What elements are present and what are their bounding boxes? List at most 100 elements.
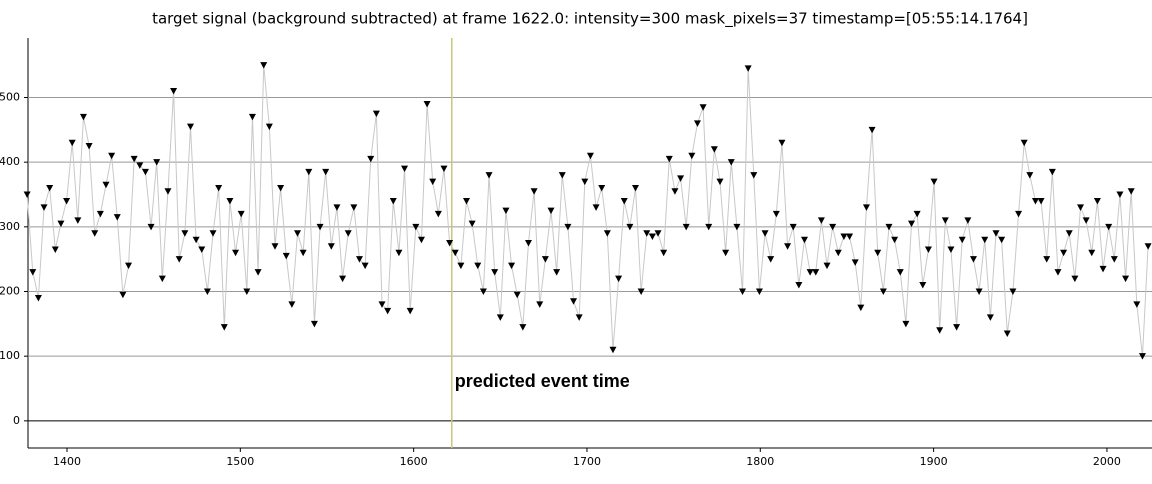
y-tick-label: 200 — [0, 285, 20, 298]
marker — [479, 288, 487, 296]
marker — [170, 88, 178, 95]
marker — [508, 262, 516, 270]
marker — [1048, 168, 1056, 176]
marker — [930, 178, 938, 186]
marker — [654, 230, 662, 237]
marker — [631, 185, 639, 192]
marker — [125, 262, 133, 270]
marker — [1009, 288, 1017, 296]
marker — [739, 288, 747, 296]
marker — [384, 307, 392, 315]
marker — [744, 65, 752, 72]
marker — [91, 230, 99, 237]
marker — [395, 249, 403, 257]
marker — [40, 204, 48, 211]
marker — [953, 324, 961, 331]
marker — [941, 217, 949, 224]
marker — [68, 139, 76, 147]
marker — [316, 223, 324, 231]
marker — [1071, 275, 1079, 283]
marker — [74, 217, 82, 224]
marker — [795, 282, 803, 289]
marker — [851, 259, 859, 266]
marker — [586, 152, 594, 160]
marker — [1105, 223, 1113, 231]
marker — [108, 152, 116, 160]
marker — [282, 252, 290, 260]
marker — [1065, 230, 1073, 237]
marker — [451, 249, 459, 257]
marker — [203, 288, 211, 296]
marker — [474, 262, 482, 270]
marker — [457, 262, 465, 270]
marker — [840, 233, 848, 241]
x-tick-label: 1500 — [226, 455, 254, 468]
marker — [575, 314, 583, 321]
marker — [401, 165, 409, 173]
marker — [136, 162, 144, 169]
x-tick-label: 1600 — [400, 455, 428, 468]
marker — [620, 197, 628, 205]
marker — [502, 207, 510, 215]
marker — [896, 269, 904, 276]
marker — [660, 249, 668, 257]
marker — [558, 172, 566, 179]
marker — [648, 233, 656, 241]
marker — [186, 123, 194, 131]
marker — [102, 181, 110, 189]
marker — [936, 327, 944, 334]
marker — [1031, 197, 1039, 205]
marker — [299, 249, 307, 257]
marker — [846, 233, 854, 241]
marker — [823, 262, 831, 270]
marker — [1003, 330, 1011, 338]
marker — [1110, 256, 1118, 263]
marker — [1099, 265, 1107, 273]
marker — [491, 269, 499, 276]
y-tick-label: 400 — [0, 155, 20, 168]
x-tick-label: 1400 — [53, 455, 81, 468]
marker — [885, 223, 893, 231]
marker — [733, 223, 741, 231]
marker — [46, 185, 54, 192]
marker — [958, 236, 966, 244]
marker — [716, 178, 724, 186]
marker — [1020, 139, 1028, 147]
marker — [141, 168, 149, 176]
marker — [603, 230, 611, 237]
marker — [1133, 301, 1141, 308]
marker — [817, 217, 825, 224]
marker — [626, 223, 634, 231]
marker — [1144, 243, 1152, 250]
y-tick-label: 300 — [0, 220, 20, 233]
marker — [496, 314, 504, 321]
marker — [339, 275, 347, 283]
marker — [592, 204, 600, 211]
marker — [23, 191, 31, 198]
marker — [547, 207, 555, 215]
marker — [254, 269, 262, 276]
marker — [181, 230, 189, 237]
marker — [1116, 191, 1124, 198]
marker — [750, 172, 758, 179]
marker — [868, 126, 876, 134]
marker — [665, 155, 673, 163]
marker — [992, 230, 1000, 237]
marker — [237, 210, 245, 218]
marker — [226, 197, 234, 205]
marker — [429, 178, 437, 186]
marker — [908, 220, 916, 228]
annotation: predicted event time — [455, 371, 630, 391]
marker — [530, 188, 538, 195]
marker — [778, 139, 786, 147]
marker — [440, 165, 448, 173]
marker — [446, 240, 454, 247]
x-tick-label: 1800 — [746, 455, 774, 468]
marker — [130, 155, 138, 163]
marker — [677, 175, 685, 182]
marker — [468, 220, 476, 228]
marker — [1060, 249, 1068, 257]
y-tick-label: 100 — [0, 349, 20, 362]
marker — [344, 230, 352, 237]
marker — [79, 113, 87, 121]
